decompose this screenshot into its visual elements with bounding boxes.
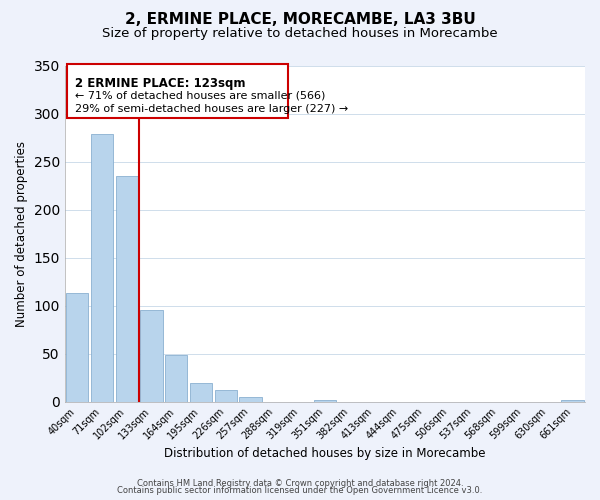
- Y-axis label: Number of detached properties: Number of detached properties: [15, 140, 28, 326]
- Bar: [165, 354, 187, 402]
- X-axis label: Distribution of detached houses by size in Morecambe: Distribution of detached houses by size …: [164, 447, 485, 460]
- Text: Contains HM Land Registry data © Crown copyright and database right 2024.: Contains HM Land Registry data © Crown c…: [137, 478, 463, 488]
- Bar: [116, 176, 138, 402]
- Bar: [215, 390, 237, 402]
- Bar: [239, 397, 262, 402]
- Bar: [66, 293, 88, 402]
- Text: Contains public sector information licensed under the Open Government Licence v3: Contains public sector information licen…: [118, 486, 482, 495]
- Text: ← 71% of detached houses are smaller (566): ← 71% of detached houses are smaller (56…: [75, 90, 325, 101]
- FancyBboxPatch shape: [67, 64, 288, 118]
- Text: 2 ERMINE PLACE: 123sqm: 2 ERMINE PLACE: 123sqm: [75, 77, 245, 90]
- Text: Size of property relative to detached houses in Morecambe: Size of property relative to detached ho…: [102, 28, 498, 40]
- Bar: [91, 134, 113, 402]
- Bar: [314, 400, 336, 402]
- Text: 2, ERMINE PLACE, MORECAMBE, LA3 3BU: 2, ERMINE PLACE, MORECAMBE, LA3 3BU: [125, 12, 475, 28]
- Bar: [562, 400, 584, 402]
- Bar: [140, 310, 163, 402]
- Bar: [190, 384, 212, 402]
- Text: 29% of semi-detached houses are larger (227) →: 29% of semi-detached houses are larger (…: [75, 104, 348, 114]
